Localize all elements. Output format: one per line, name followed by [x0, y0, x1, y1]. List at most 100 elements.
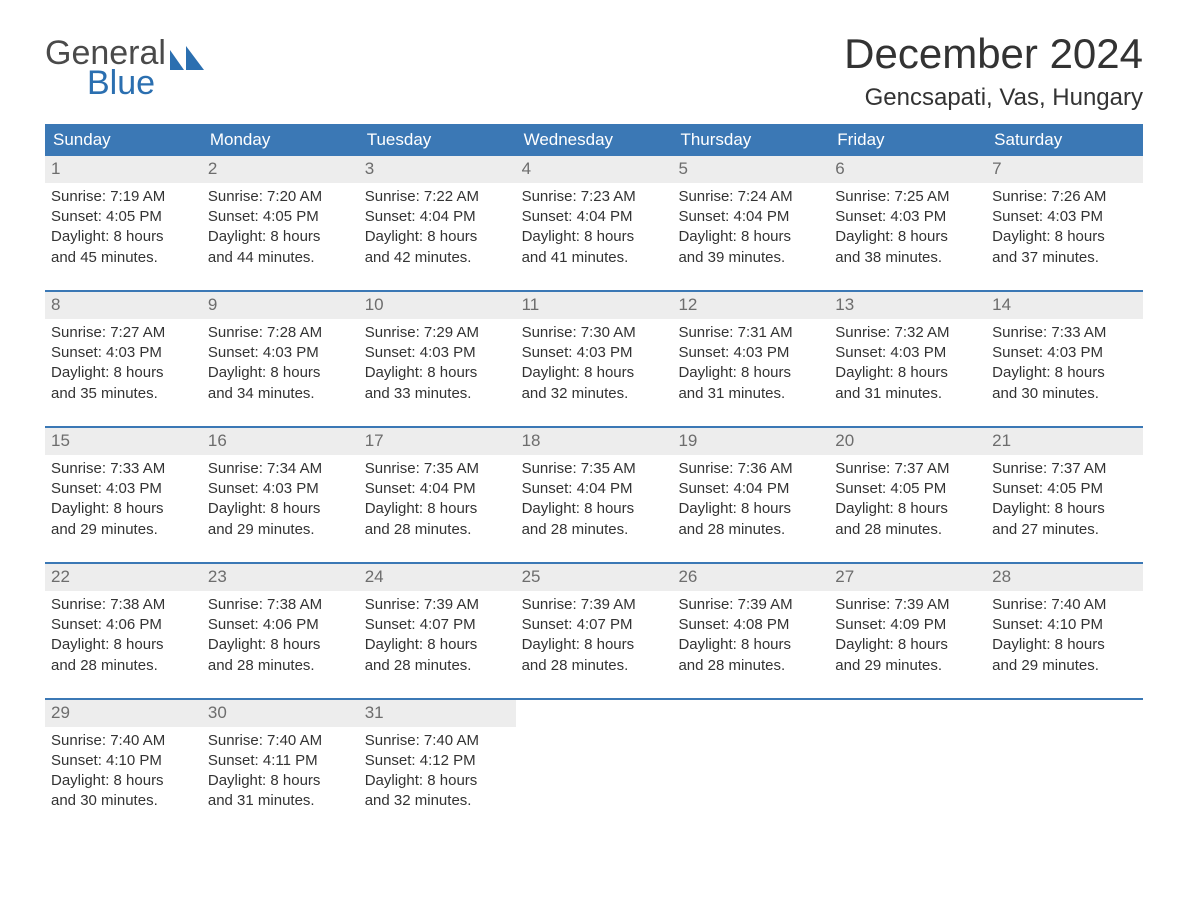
day-number: 18 [516, 428, 673, 455]
sunset-text: Sunset: 4:03 PM [835, 343, 980, 363]
page-title: December 2024 [844, 30, 1143, 78]
sunset-text: Sunset: 4:03 PM [835, 207, 980, 227]
sunrise-text: Sunrise: 7:39 AM [835, 595, 980, 615]
calendar-day: 13Sunrise: 7:32 AMSunset: 4:03 PMDayligh… [829, 292, 986, 414]
sunset-text: Sunset: 4:10 PM [51, 751, 196, 771]
day-details: Sunrise: 7:38 AMSunset: 4:06 PMDaylight:… [45, 591, 202, 686]
day-number: 11 [516, 292, 673, 319]
day-details: Sunrise: 7:35 AMSunset: 4:04 PMDaylight:… [516, 455, 673, 550]
sunset-text: Sunset: 4:04 PM [365, 207, 510, 227]
day-number: 6 [829, 156, 986, 183]
daylight-line2: and 29 minutes. [51, 520, 196, 540]
sunset-text: Sunset: 4:07 PM [522, 615, 667, 635]
day-details: Sunrise: 7:33 AMSunset: 4:03 PMDaylight:… [986, 319, 1143, 414]
day-details: Sunrise: 7:40 AMSunset: 4:12 PMDaylight:… [359, 727, 516, 822]
calendar-week: 29Sunrise: 7:40 AMSunset: 4:10 PMDayligh… [45, 698, 1143, 822]
calendar-day: 16Sunrise: 7:34 AMSunset: 4:03 PMDayligh… [202, 428, 359, 550]
day-details: Sunrise: 7:22 AMSunset: 4:04 PMDaylight:… [359, 183, 516, 278]
sunrise-text: Sunrise: 7:35 AM [522, 459, 667, 479]
calendar-day: 21Sunrise: 7:37 AMSunset: 4:05 PMDayligh… [986, 428, 1143, 550]
calendar-day: 25Sunrise: 7:39 AMSunset: 4:07 PMDayligh… [516, 564, 673, 686]
calendar-week: 8Sunrise: 7:27 AMSunset: 4:03 PMDaylight… [45, 290, 1143, 414]
daylight-line2: and 30 minutes. [992, 384, 1137, 404]
day-number: 8 [45, 292, 202, 319]
sunrise-text: Sunrise: 7:34 AM [208, 459, 353, 479]
day-number: 31 [359, 700, 516, 727]
calendar: Sunday Monday Tuesday Wednesday Thursday… [45, 124, 1143, 822]
day-number: 4 [516, 156, 673, 183]
sunset-text: Sunset: 4:04 PM [522, 479, 667, 499]
calendar-day [516, 700, 673, 822]
day-number: 2 [202, 156, 359, 183]
sunset-text: Sunset: 4:05 PM [208, 207, 353, 227]
daylight-line1: Daylight: 8 hours [51, 635, 196, 655]
daylight-line1: Daylight: 8 hours [992, 227, 1137, 247]
day-number: 1 [45, 156, 202, 183]
weekday-header: Sunday [45, 124, 202, 156]
day-details: Sunrise: 7:38 AMSunset: 4:06 PMDaylight:… [202, 591, 359, 686]
sunrise-text: Sunrise: 7:39 AM [522, 595, 667, 615]
day-details: Sunrise: 7:25 AMSunset: 4:03 PMDaylight:… [829, 183, 986, 278]
daylight-line2: and 33 minutes. [365, 384, 510, 404]
day-number: 25 [516, 564, 673, 591]
day-details: Sunrise: 7:39 AMSunset: 4:08 PMDaylight:… [672, 591, 829, 686]
sunset-text: Sunset: 4:03 PM [522, 343, 667, 363]
daylight-line1: Daylight: 8 hours [992, 499, 1137, 519]
daylight-line2: and 38 minutes. [835, 248, 980, 268]
daylight-line1: Daylight: 8 hours [208, 635, 353, 655]
calendar-day [986, 700, 1143, 822]
daylight-line2: and 39 minutes. [678, 248, 823, 268]
daylight-line2: and 37 minutes. [992, 248, 1137, 268]
daylight-line1: Daylight: 8 hours [522, 363, 667, 383]
daylight-line2: and 42 minutes. [365, 248, 510, 268]
daylight-line2: and 28 minutes. [365, 656, 510, 676]
day-number: 28 [986, 564, 1143, 591]
day-number: 20 [829, 428, 986, 455]
sunrise-text: Sunrise: 7:35 AM [365, 459, 510, 479]
day-details: Sunrise: 7:37 AMSunset: 4:05 PMDaylight:… [986, 455, 1143, 550]
daylight-line1: Daylight: 8 hours [678, 635, 823, 655]
day-number: 26 [672, 564, 829, 591]
sunset-text: Sunset: 4:06 PM [208, 615, 353, 635]
sunset-text: Sunset: 4:03 PM [51, 343, 196, 363]
weekday-header: Saturday [986, 124, 1143, 156]
day-details: Sunrise: 7:40 AMSunset: 4:10 PMDaylight:… [45, 727, 202, 822]
daylight-line2: and 41 minutes. [522, 248, 667, 268]
daylight-line1: Daylight: 8 hours [51, 499, 196, 519]
daylight-line1: Daylight: 8 hours [51, 227, 196, 247]
day-number: 23 [202, 564, 359, 591]
calendar-day [829, 700, 986, 822]
daylight-line1: Daylight: 8 hours [51, 771, 196, 791]
calendar-day: 14Sunrise: 7:33 AMSunset: 4:03 PMDayligh… [986, 292, 1143, 414]
calendar-day: 5Sunrise: 7:24 AMSunset: 4:04 PMDaylight… [672, 156, 829, 278]
sunrise-text: Sunrise: 7:24 AM [678, 187, 823, 207]
sunrise-text: Sunrise: 7:33 AM [51, 459, 196, 479]
daylight-line2: and 28 minutes. [522, 520, 667, 540]
sunrise-text: Sunrise: 7:38 AM [51, 595, 196, 615]
calendar-week: 1Sunrise: 7:19 AMSunset: 4:05 PMDaylight… [45, 156, 1143, 278]
sunrise-text: Sunrise: 7:37 AM [992, 459, 1137, 479]
sunrise-text: Sunrise: 7:40 AM [365, 731, 510, 751]
sunrise-text: Sunrise: 7:36 AM [678, 459, 823, 479]
sunrise-text: Sunrise: 7:23 AM [522, 187, 667, 207]
day-details: Sunrise: 7:24 AMSunset: 4:04 PMDaylight:… [672, 183, 829, 278]
day-details: Sunrise: 7:34 AMSunset: 4:03 PMDaylight:… [202, 455, 359, 550]
daylight-line1: Daylight: 8 hours [835, 227, 980, 247]
daylight-line1: Daylight: 8 hours [992, 635, 1137, 655]
day-details: Sunrise: 7:39 AMSunset: 4:09 PMDaylight:… [829, 591, 986, 686]
day-details: Sunrise: 7:32 AMSunset: 4:03 PMDaylight:… [829, 319, 986, 414]
sunrise-text: Sunrise: 7:39 AM [365, 595, 510, 615]
logo: General Blue [45, 30, 204, 100]
sunset-text: Sunset: 4:03 PM [992, 207, 1137, 227]
calendar-day: 18Sunrise: 7:35 AMSunset: 4:04 PMDayligh… [516, 428, 673, 550]
daylight-line2: and 28 minutes. [678, 656, 823, 676]
day-number: 15 [45, 428, 202, 455]
daylight-line2: and 35 minutes. [51, 384, 196, 404]
day-number: 5 [672, 156, 829, 183]
sunrise-text: Sunrise: 7:26 AM [992, 187, 1137, 207]
day-details: Sunrise: 7:33 AMSunset: 4:03 PMDaylight:… [45, 455, 202, 550]
sunset-text: Sunset: 4:11 PM [208, 751, 353, 771]
calendar-day: 15Sunrise: 7:33 AMSunset: 4:03 PMDayligh… [45, 428, 202, 550]
calendar-day: 3Sunrise: 7:22 AMSunset: 4:04 PMDaylight… [359, 156, 516, 278]
sunrise-text: Sunrise: 7:40 AM [51, 731, 196, 751]
